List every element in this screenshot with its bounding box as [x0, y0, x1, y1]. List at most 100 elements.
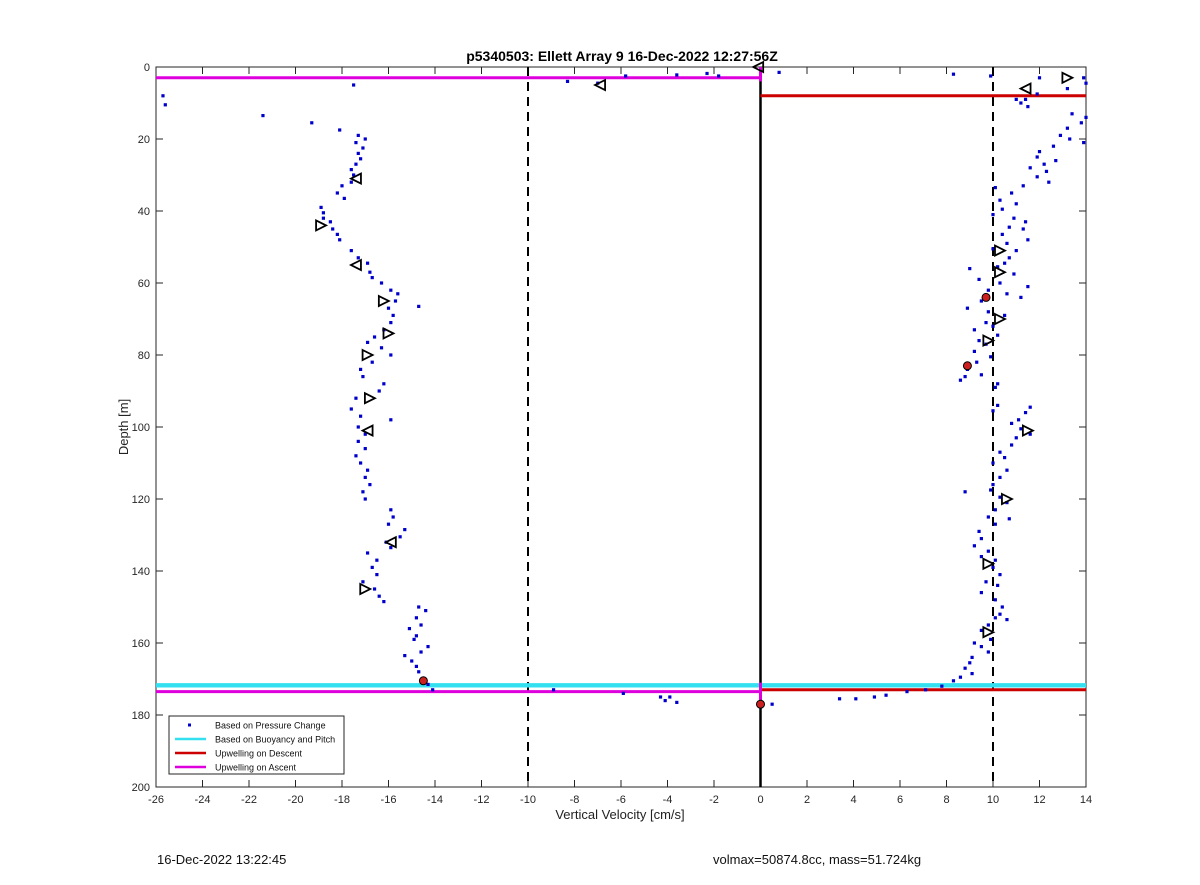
data-point [386, 522, 391, 526]
y-tick-label: 160 [132, 638, 150, 650]
data-point [1065, 87, 1069, 91]
data-point [998, 475, 1002, 479]
data-point [1005, 501, 1009, 505]
data-point [977, 529, 981, 533]
x-tick-label: -24 [195, 794, 211, 806]
data-point [356, 151, 360, 155]
data-point [331, 227, 335, 231]
data-point [624, 74, 628, 78]
data-point [370, 565, 374, 569]
data-point [321, 211, 325, 215]
data-point [951, 679, 956, 683]
data-point [410, 659, 414, 663]
data-point [377, 389, 381, 393]
data-point [1070, 112, 1074, 116]
x-tick-label: -12 [474, 794, 490, 806]
data-point [675, 700, 679, 704]
data-point [986, 288, 990, 292]
y-tick-label: 200 [132, 782, 150, 794]
data-point [777, 70, 781, 74]
data-point [993, 598, 997, 602]
data-point [996, 265, 1000, 269]
data-point [989, 637, 993, 641]
data-point [356, 439, 360, 443]
data-point [414, 664, 418, 668]
triangle-left-marker [1018, 82, 1032, 96]
x-tick-label: 2 [804, 794, 810, 806]
y-tick-label: 0 [144, 62, 150, 74]
data-point [359, 157, 363, 161]
data-point [621, 691, 625, 695]
data-point [968, 661, 972, 665]
legend-entry-label: Upwelling on Descent [215, 749, 303, 759]
data-point [349, 168, 353, 172]
data-point [1037, 76, 1042, 80]
data-point [1019, 101, 1023, 105]
data-point [975, 360, 979, 364]
data-point [986, 650, 990, 654]
data-point [1005, 618, 1009, 622]
data-point [658, 695, 663, 699]
data-point [365, 261, 370, 265]
triangle-right-marker [1021, 424, 1035, 438]
data-point [361, 146, 365, 150]
plot-area: -26 -24 -22 -20 -18 -16 -14 -12 -10 -8 -6 -4 -2 0 2 4 6 8… [132, 60, 1092, 806]
data-point [1007, 256, 1011, 260]
triangle-right-marker [982, 625, 996, 639]
data-point [1000, 207, 1004, 211]
data-point [998, 573, 1002, 577]
data-point [352, 173, 356, 177]
triangle-right-marker [994, 265, 1007, 279]
x-tick-label: 4 [850, 794, 856, 806]
data-point [426, 682, 430, 686]
y-axis-label: Depth [m] [116, 399, 131, 455]
data-point [389, 418, 393, 422]
data-point [996, 583, 1000, 587]
data-point [977, 339, 981, 343]
data-point [370, 360, 374, 364]
data-point [1026, 238, 1030, 242]
x-tick-label: -2 [709, 794, 719, 806]
data-point [321, 216, 325, 220]
data-point [403, 654, 407, 658]
data-point [1023, 97, 1028, 101]
data-point [979, 645, 983, 649]
data-point [998, 198, 1002, 202]
data-point [1000, 605, 1004, 609]
data-point [365, 551, 370, 555]
footer-stats: volmax=50874.8cc, mass=51.724kg [713, 852, 922, 867]
data-point [419, 650, 423, 654]
data-point [354, 162, 358, 166]
data-point [986, 515, 990, 519]
data-point [989, 488, 993, 492]
data-point [417, 304, 421, 308]
data-point [1010, 443, 1014, 447]
data-point [349, 249, 353, 253]
data-point [389, 508, 393, 512]
data-point [356, 256, 360, 260]
data-point [386, 306, 391, 310]
data-point [993, 522, 997, 526]
data-point [356, 425, 360, 429]
triangle-right-marker [1001, 492, 1014, 506]
data-point [403, 528, 407, 532]
data-point [996, 382, 1000, 386]
data-point [338, 128, 342, 132]
data-point [991, 213, 995, 217]
data-point [717, 74, 721, 78]
data-point [972, 544, 976, 548]
data-point [996, 403, 1000, 407]
x-tick-label: -6 [616, 794, 626, 806]
data-point [951, 72, 956, 76]
x-tick-label: 14 [1080, 794, 1092, 806]
triangle-left-marker [348, 172, 362, 186]
data-point [1047, 180, 1051, 184]
data-point [335, 191, 339, 195]
data-point [1023, 220, 1028, 224]
data-point [363, 497, 367, 501]
y-tick-label: 180 [132, 710, 150, 722]
triangle-left-marker [348, 258, 362, 272]
legend-entry-label: Based on Pressure Change [215, 721, 326, 731]
data-point [963, 490, 967, 494]
